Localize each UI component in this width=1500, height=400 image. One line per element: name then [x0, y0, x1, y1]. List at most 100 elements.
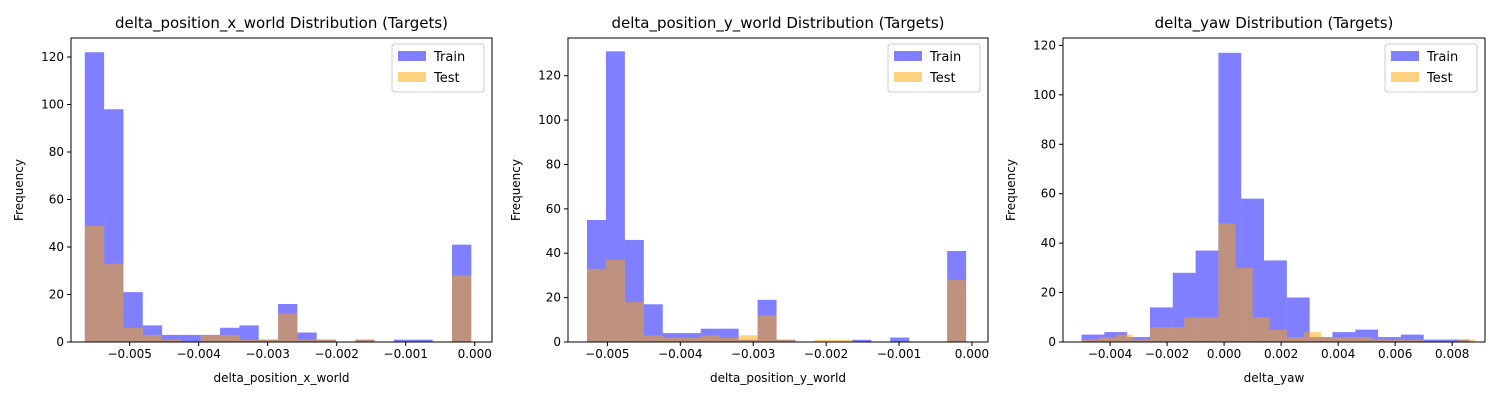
- x-tick-label: −0.003: [245, 347, 289, 361]
- legend-label-train: Train: [1426, 50, 1458, 65]
- series-test-bars: [84, 225, 472, 343]
- legend: Train Test: [1384, 43, 1478, 93]
- x-tick-label: 0.004: [1321, 347, 1355, 361]
- y-tick-label: 60: [546, 202, 561, 216]
- y-tick-label: 60: [49, 193, 64, 207]
- histogram-bar-train: [890, 337, 910, 342]
- x-tick-label: −0.004: [176, 347, 220, 361]
- histogram-bar-train: [1264, 260, 1287, 342]
- legend-swatch-train: [894, 51, 922, 61]
- y-tick-label: 80: [546, 157, 561, 171]
- y-tick-label: 20: [49, 288, 64, 302]
- histogram-bar-test: [662, 337, 682, 342]
- histogram-bar-test: [355, 339, 375, 343]
- x-tick-label: −0.005: [585, 347, 629, 361]
- y-tick-label: 80: [1041, 137, 1056, 151]
- histogram-bar-test: [1167, 327, 1185, 342]
- y-tick-label: 40: [1041, 236, 1056, 250]
- y-axis-label: Frequency: [1004, 159, 1018, 221]
- y-tick-label: 20: [1041, 286, 1056, 300]
- y-tick-label: 120: [41, 50, 64, 64]
- x-axis-label: delta_position_x_world: [213, 371, 349, 385]
- legend-swatch-train: [398, 51, 426, 61]
- histogram-bar-train: [852, 339, 872, 342]
- x-tick-label: 0.008: [1435, 347, 1469, 361]
- series-test-bars: [586, 259, 967, 342]
- y-tick-label: 40: [49, 240, 64, 254]
- histogram-bar-test: [1389, 339, 1407, 342]
- histogram-bar-train: [643, 304, 663, 342]
- histogram-bar-test: [586, 268, 606, 342]
- y-tick-label: 0: [1048, 335, 1056, 349]
- x-tick-label: −0.005: [107, 347, 151, 361]
- histogram-bar-test: [142, 334, 163, 343]
- histogram-bar-train: [1104, 332, 1128, 342]
- histogram-bar-test: [451, 275, 472, 342]
- legend-swatch-test: [1391, 72, 1419, 82]
- y-tick-label: 60: [1041, 187, 1056, 201]
- histogram-bar-test: [738, 335, 758, 342]
- y-tick-label: 120: [538, 69, 561, 83]
- histogram-bar-test: [1355, 337, 1373, 342]
- histogram-bar-test: [123, 327, 143, 342]
- histogram-bar-test: [1406, 339, 1424, 342]
- histogram-bar-test: [278, 313, 298, 342]
- histogram-bar-train: [181, 334, 201, 343]
- histogram-bar-train: [1423, 339, 1447, 342]
- x-tick-label: −0.001: [384, 347, 428, 361]
- histogram-bar-train: [239, 325, 259, 343]
- subplot-1: −0.005 −0.004 −0.003 −0.002 −0.001 0.000 0 20 40…: [12, 14, 493, 385]
- x-tick-label: −0.004: [1088, 347, 1132, 361]
- histogram-bar-test: [1457, 339, 1476, 342]
- histogram-bar-test: [1252, 317, 1270, 342]
- legend-label-test: Test: [1426, 71, 1453, 86]
- histogram-bar-test: [1286, 337, 1304, 342]
- x-tick-label: −0.001: [877, 347, 921, 361]
- histogram-bar-test: [1132, 339, 1150, 342]
- histogram-bar-test: [1303, 332, 1322, 342]
- legend-swatch-train: [1391, 51, 1419, 61]
- histogram-bar-test: [1321, 337, 1339, 342]
- x-tick-label: 0.000: [1207, 347, 1241, 361]
- histogram-bar-test: [814, 339, 834, 342]
- x-tick-label: 0.000: [458, 347, 492, 361]
- legend-label-train: Train: [929, 50, 961, 65]
- histogram-bar-train: [413, 339, 433, 343]
- histogram-bar-test: [239, 339, 259, 343]
- histogram-bar-test: [1235, 267, 1253, 342]
- legend-swatch-test: [398, 72, 426, 82]
- subplot-panels: −0.005 −0.004 −0.003 −0.002 −0.001 0.000 0 20 40…: [12, 14, 1486, 385]
- x-tick-label: −0.002: [804, 347, 848, 361]
- histogram-bar-train: [394, 339, 414, 343]
- histogram-bar-train: [297, 332, 317, 342]
- histogram-bar-test: [1081, 339, 1099, 342]
- x-axis-label: delta_position_y_world: [710, 371, 846, 385]
- x-tick-label: −0.004: [658, 347, 702, 361]
- legend-label-test: Test: [929, 71, 956, 86]
- histogram-bar-test: [104, 263, 124, 343]
- y-tick-label: 40: [546, 246, 561, 260]
- x-tick-label: 0.002: [1264, 347, 1298, 361]
- chart-title: delta_position_y_world Distribution (Tar…: [611, 14, 944, 33]
- histogram-bar-test: [316, 339, 337, 343]
- histogram-bar-test: [220, 334, 240, 343]
- histogram-bar-test: [700, 335, 720, 342]
- y-tick-label: 80: [49, 145, 64, 159]
- histogram-bar-test: [1184, 317, 1202, 342]
- legend-swatch-test: [894, 72, 922, 82]
- histogram-bar-test: [643, 335, 663, 342]
- axes-frame: [567, 37, 989, 343]
- legend-label-train: Train: [433, 50, 465, 65]
- legend: Train Test: [887, 43, 981, 93]
- x-tick-label: 0.000: [955, 347, 989, 361]
- histogram-bar-test: [297, 339, 317, 343]
- histogram-bar-test: [1338, 337, 1356, 342]
- histogram-bar-test: [1098, 337, 1116, 342]
- y-tick-label: 100: [538, 113, 561, 127]
- x-tick-label: −0.003: [731, 347, 775, 361]
- x-tick-label: −0.002: [315, 347, 359, 361]
- y-tick-label: 100: [41, 98, 64, 112]
- histogram-bar-test: [947, 279, 967, 342]
- histogram-bar-test: [776, 339, 796, 342]
